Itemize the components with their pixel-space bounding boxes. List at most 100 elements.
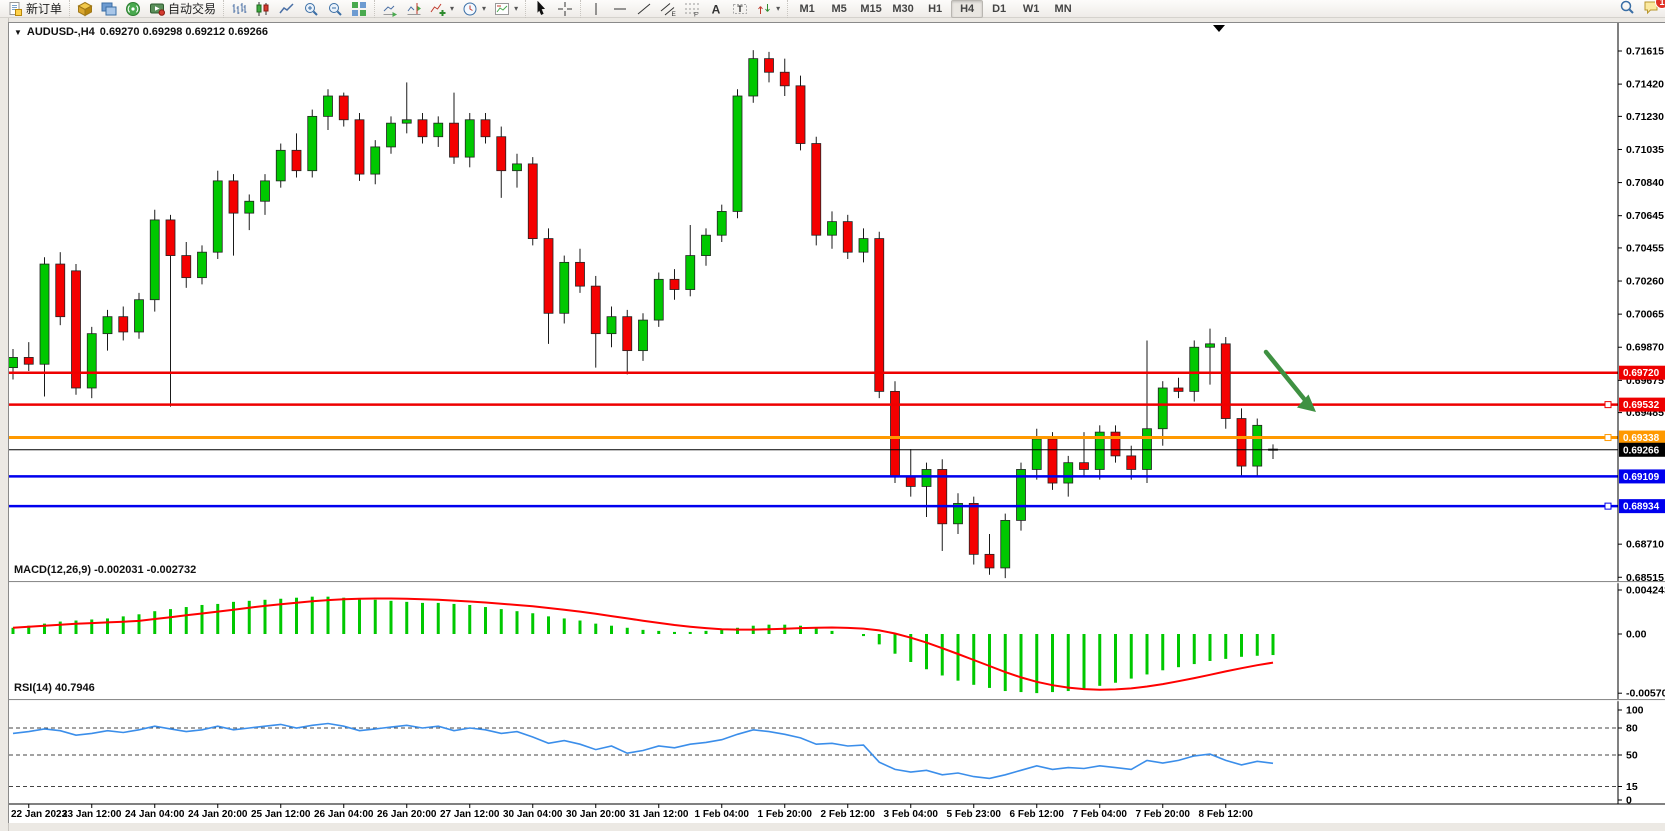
down-arrow-annotation[interactable] bbox=[1263, 349, 1316, 412]
line-handle[interactable] bbox=[1604, 401, 1612, 409]
time-tick-label: 7 Feb 20:00 bbox=[1136, 809, 1191, 820]
zoom-out-icon bbox=[327, 1, 343, 17]
candle bbox=[496, 126, 507, 198]
candle bbox=[212, 170, 223, 259]
hline-icon bbox=[612, 1, 628, 17]
candle bbox=[86, 326, 97, 399]
timeframe-d1[interactable]: D1 bbox=[992, 2, 1007, 15]
time-tick-label: 1 Feb 04:00 bbox=[695, 809, 750, 820]
candle bbox=[165, 214, 176, 407]
candle bbox=[55, 252, 66, 326]
line-icon bbox=[279, 1, 295, 17]
rsi-tick-label: 100 bbox=[1626, 705, 1644, 717]
macd-pane: 0.004243 0.00 -0.005709 bbox=[11, 585, 1665, 700]
price-tick-label: 0.70645 bbox=[1626, 210, 1664, 222]
candle bbox=[1173, 377, 1184, 399]
price-tick-label: 0.71420 bbox=[1626, 79, 1664, 91]
svg-text:A: A bbox=[712, 2, 721, 16]
fibonacci-button[interactable]: F bbox=[680, 0, 704, 18]
pane-separator[interactable] bbox=[9, 699, 1665, 701]
svg-text:0.69109: 0.69109 bbox=[1623, 472, 1660, 483]
pane-separator[interactable] bbox=[9, 581, 1665, 583]
label-button[interactable]: T bbox=[728, 0, 752, 18]
periods-button[interactable]: ▾ bbox=[458, 0, 490, 18]
candle bbox=[323, 89, 333, 130]
chart-window: ▼ AUDUSD-,H4 0.69270 0.69298 0.69212 0.6… bbox=[8, 22, 1665, 823]
chart-shift-button[interactable] bbox=[402, 0, 426, 18]
macd-indicator-label: MACD(12,26,9) -0.002031 -0.002732 bbox=[14, 564, 197, 576]
market-watch-button[interactable] bbox=[73, 0, 97, 18]
rsi-line bbox=[12, 722, 1274, 780]
vertical-line-button[interactable] bbox=[584, 0, 608, 18]
dropdown-caret-icon[interactable]: ▾ bbox=[514, 4, 519, 13]
candle bbox=[732, 89, 743, 219]
candle bbox=[433, 116, 444, 147]
timeframe-mn[interactable]: MN bbox=[1054, 2, 1072, 15]
rsi-tick-label: 15 bbox=[1626, 781, 1638, 793]
chart-windows-button[interactable] bbox=[97, 0, 121, 18]
price-tick-label: 0.70840 bbox=[1626, 177, 1664, 189]
cursor-button[interactable] bbox=[529, 0, 553, 18]
time-tick-label: 30 Jan 04:00 bbox=[503, 809, 563, 820]
candle bbox=[1110, 425, 1121, 463]
candle bbox=[779, 58, 790, 96]
arrows-button[interactable]: ▾ bbox=[752, 0, 784, 18]
auto-trading-button[interactable]: 自动交易 bbox=[145, 0, 220, 18]
time-tick-label: 22 Jan 2023 bbox=[11, 809, 68, 820]
timeframe-h1[interactable]: H1 bbox=[928, 2, 943, 15]
candle bbox=[149, 209, 160, 312]
notifications-button[interactable]: 1 bbox=[1639, 0, 1665, 18]
templates-button[interactable]: ▾ bbox=[490, 0, 522, 18]
text-button[interactable]: A bbox=[704, 0, 728, 18]
dropdown-caret-icon[interactable]: ▾ bbox=[776, 4, 781, 13]
tile-windows-button[interactable] bbox=[347, 0, 371, 18]
current-price-label: 0.69266 bbox=[1619, 442, 1665, 457]
timeframe-m5[interactable]: M5 bbox=[831, 2, 847, 15]
trendline-button[interactable] bbox=[632, 0, 656, 18]
new-order-button[interactable]: 新订单 bbox=[3, 0, 66, 18]
line-chart-button[interactable] bbox=[275, 0, 299, 18]
dropdown-caret-icon[interactable]: ▾ bbox=[450, 4, 455, 13]
fibo-icon: F bbox=[684, 1, 700, 17]
price-tick-label: 0.68710 bbox=[1626, 539, 1664, 551]
candle bbox=[354, 112, 365, 181]
candlestick-chart-button[interactable] bbox=[251, 0, 275, 18]
crosshair-button[interactable] bbox=[553, 0, 577, 18]
horizontal-line-button[interactable] bbox=[608, 0, 632, 18]
auto-scroll-button[interactable] bbox=[378, 0, 402, 18]
rsi-tick-label: 0 bbox=[1626, 795, 1632, 807]
signals-button[interactable] bbox=[121, 0, 145, 18]
candle bbox=[181, 241, 192, 288]
price-chart-canvas[interactable]: 0.71615 0.71420 0.71230 0.71035 0.70840 0.706… bbox=[9, 23, 1665, 823]
candle bbox=[858, 228, 869, 263]
candle bbox=[953, 493, 963, 534]
toolbar-group: 新订单 bbox=[2, 0, 67, 18]
zoom-in-button[interactable] bbox=[299, 0, 323, 18]
timeframe-h4[interactable]: H4 bbox=[951, 0, 984, 18]
candle bbox=[118, 306, 129, 341]
symbol-dropdown-caret-icon[interactable]: ▼ bbox=[14, 27, 22, 37]
candle bbox=[1047, 432, 1058, 490]
candle bbox=[449, 92, 459, 164]
candle bbox=[811, 136, 822, 246]
candle bbox=[606, 306, 617, 348]
indicators-button[interactable]: ▾ bbox=[426, 0, 458, 18]
timeframe-m30[interactable]: M30 bbox=[892, 2, 914, 15]
bar-chart-button[interactable] bbox=[227, 0, 251, 18]
candle bbox=[260, 174, 270, 215]
svg-text:0.69266: 0.69266 bbox=[1623, 445, 1660, 456]
timeframe-m15[interactable]: M15 bbox=[860, 2, 882, 15]
toolbar-group bbox=[525, 0, 578, 18]
zoom-out-button[interactable] bbox=[323, 0, 347, 18]
dropdown-caret-icon[interactable]: ▾ bbox=[482, 4, 487, 13]
channel-button[interactable]: E bbox=[656, 0, 680, 18]
candles-icon bbox=[255, 1, 271, 17]
windows-blue-icon bbox=[101, 1, 117, 17]
search-button[interactable] bbox=[1615, 0, 1639, 18]
line-handle[interactable] bbox=[1604, 434, 1612, 442]
timeframe-m1[interactable]: M1 bbox=[799, 2, 815, 15]
new-order-icon bbox=[7, 1, 23, 17]
timeframe-w1[interactable]: W1 bbox=[1022, 2, 1040, 15]
line-handle[interactable] bbox=[1604, 502, 1612, 510]
rsi-pane: 100 80 50 15 0 bbox=[9, 705, 1644, 807]
